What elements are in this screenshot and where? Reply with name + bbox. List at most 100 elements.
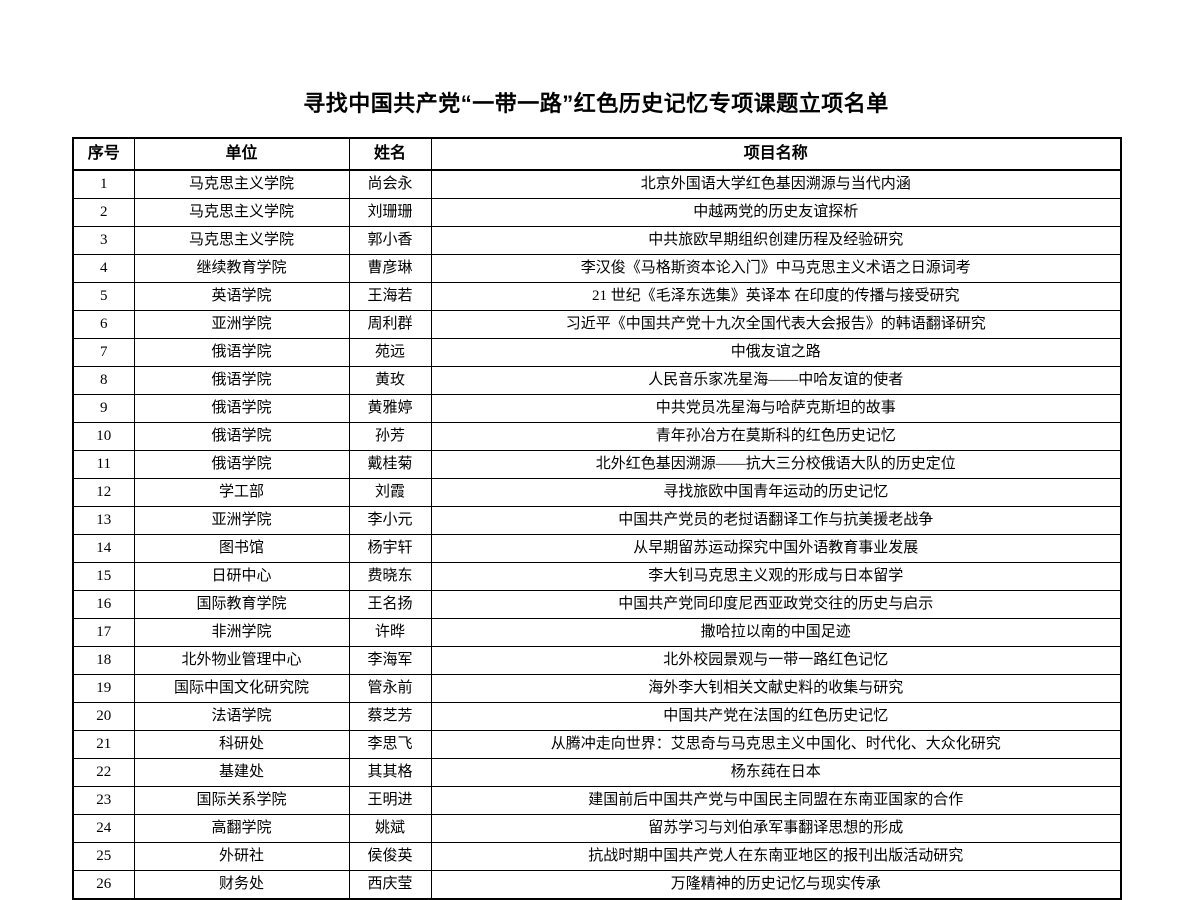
cell-project: 北京外国语大学红色基因溯源与当代内涵 xyxy=(430,169,1122,199)
table-row: 23 国际关系学院 王明进 建国前后中国共产党与中国民主同盟在东南亚国家的合作 xyxy=(72,786,1122,815)
cell-seq: 17 xyxy=(72,618,135,647)
cell-project: 习近平《中国共产党十九次全国代表大会报告》的韩语翻译研究 xyxy=(430,310,1122,339)
cell-seq: 8 xyxy=(72,366,135,395)
cell-seq: 6 xyxy=(72,310,135,339)
cell-unit: 马克思主义学院 xyxy=(133,226,350,255)
cell-seq: 22 xyxy=(72,758,135,787)
column-header-seq: 序号 xyxy=(72,137,135,171)
table-row: 10 俄语学院 孙芳 青年孙冶方在莫斯科的红色历史记忆 xyxy=(72,422,1122,451)
cell-seq: 16 xyxy=(72,590,135,619)
column-header-project: 项目名称 xyxy=(430,137,1122,171)
cell-project: 寻找旅欧中国青年运动的历史记忆 xyxy=(430,478,1122,507)
cell-project: 撒哈拉以南的中国足迹 xyxy=(430,618,1122,647)
cell-unit: 俄语学院 xyxy=(133,422,350,451)
cell-seq: 5 xyxy=(72,282,135,311)
cell-seq: 20 xyxy=(72,702,135,731)
cell-project: 中国共产党同印度尼西亚政党交往的历史与启示 xyxy=(430,590,1122,619)
cell-unit: 国际关系学院 xyxy=(133,786,350,815)
cell-project: 抗战时期中国共产党人在东南亚地区的报刊出版活动研究 xyxy=(430,842,1122,871)
cell-seq: 13 xyxy=(72,506,135,535)
cell-unit: 日研中心 xyxy=(133,562,350,591)
cell-seq: 18 xyxy=(72,646,135,675)
cell-name: 刘霞 xyxy=(348,478,432,507)
cell-unit: 马克思主义学院 xyxy=(133,198,350,227)
cell-project: 从早期留苏运动探究中国外语教育事业发展 xyxy=(430,534,1122,563)
cell-unit: 英语学院 xyxy=(133,282,350,311)
cell-unit: 法语学院 xyxy=(133,702,350,731)
cell-seq: 2 xyxy=(72,198,135,227)
cell-name: 刘珊珊 xyxy=(348,198,432,227)
cell-name: 苑远 xyxy=(348,338,432,367)
table-row: 22 基建处 其其格 杨东莼在日本 xyxy=(72,758,1122,787)
cell-unit: 学工部 xyxy=(133,478,350,507)
cell-name: 郭小香 xyxy=(348,226,432,255)
cell-name: 尚会永 xyxy=(348,169,432,199)
project-listing-table: 序号 单位 姓名 项目名称 1 马克思主义学院 尚会永 北京外国语大学红色基因溯源与当… xyxy=(72,137,1122,900)
table-row: 6 亚洲学院 周利群 习近平《中国共产党十九次全国代表大会报告》的韩语翻译研究 xyxy=(72,310,1122,339)
cell-unit: 高翻学院 xyxy=(133,814,350,843)
document-title: 寻找中国共产党“一带一路”红色历史记忆专项课题立项名单 xyxy=(303,91,889,116)
cell-name: 王海若 xyxy=(348,282,432,311)
cell-seq: 7 xyxy=(72,338,135,367)
cell-project: 中越两党的历史友谊探析 xyxy=(430,198,1122,227)
cell-project: 中共旅欧早期组织创建历程及经验研究 xyxy=(430,226,1122,255)
table-row: 15 日研中心 费晓东 李大钊马克思主义观的形成与日本留学 xyxy=(72,562,1122,591)
cell-unit: 北外物业管理中心 xyxy=(133,646,350,675)
cell-unit: 外研社 xyxy=(133,842,350,871)
table-row: 1 马克思主义学院 尚会永 北京外国语大学红色基因溯源与当代内涵 xyxy=(72,169,1122,199)
cell-seq: 14 xyxy=(72,534,135,563)
cell-seq: 3 xyxy=(72,226,135,255)
cell-unit: 国际教育学院 xyxy=(133,590,350,619)
table-body: 1 马克思主义学院 尚会永 北京外国语大学红色基因溯源与当代内涵 2 马克思主义学院 刘珊珊… xyxy=(72,169,1122,900)
cell-unit: 图书馆 xyxy=(133,534,350,563)
cell-unit: 基建处 xyxy=(133,758,350,787)
cell-unit: 马克思主义学院 xyxy=(133,169,350,199)
cell-seq: 1 xyxy=(72,169,135,199)
cell-seq: 12 xyxy=(72,478,135,507)
cell-project: 中国共产党员的老挝语翻译工作与抗美援老战争 xyxy=(430,506,1122,535)
cell-name: 蔡芝芳 xyxy=(348,702,432,731)
cell-name: 杨宇轩 xyxy=(348,534,432,563)
cell-project: 中俄友谊之路 xyxy=(430,338,1122,367)
cell-seq: 19 xyxy=(72,674,135,703)
cell-name: 周利群 xyxy=(348,310,432,339)
cell-project: 海外李大钊相关文献史料的收集与研究 xyxy=(430,674,1122,703)
project-listing-table-container: 序号 单位 姓名 项目名称 1 马克思主义学院 尚会永 北京外国语大学红色基因溯源与当… xyxy=(72,137,1122,900)
cell-name: 戴桂菊 xyxy=(348,450,432,479)
cell-project: 从腾冲走向世界：艾思奇与马克思主义中国化、时代化、大众化研究 xyxy=(430,730,1122,759)
table-row: 17 非洲学院 许晔 撒哈拉以南的中国足迹 xyxy=(72,618,1122,647)
table-row: 3 马克思主义学院 郭小香 中共旅欧早期组织创建历程及经验研究 xyxy=(72,226,1122,255)
table-row: 9 俄语学院 黄雅婷 中共党员冼星海与哈萨克斯坦的故事 xyxy=(72,394,1122,423)
cell-project: 李汉俊《马格斯资本论入门》中马克思主义术语之日源词考 xyxy=(430,254,1122,283)
table-row: 18 北外物业管理中心 李海军 北外校园景观与一带一路红色记忆 xyxy=(72,646,1122,675)
cell-project: 建国前后中国共产党与中国民主同盟在东南亚国家的合作 xyxy=(430,786,1122,815)
cell-project: 青年孙冶方在莫斯科的红色历史记忆 xyxy=(430,422,1122,451)
table-row: 21 科研处 李思飞 从腾冲走向世界：艾思奇与马克思主义中国化、时代化、大众化研究 xyxy=(72,730,1122,759)
cell-name: 姚斌 xyxy=(348,814,432,843)
table-row: 7 俄语学院 苑远 中俄友谊之路 xyxy=(72,338,1122,367)
cell-unit: 继续教育学院 xyxy=(133,254,350,283)
table-row: 12 学工部 刘霞 寻找旅欧中国青年运动的历史记忆 xyxy=(72,478,1122,507)
table-row: 20 法语学院 蔡芝芳 中国共产党在法国的红色历史记忆 xyxy=(72,702,1122,731)
cell-name: 西庆莹 xyxy=(348,870,432,900)
cell-project: 留苏学习与刘伯承军事翻译思想的形成 xyxy=(430,814,1122,843)
cell-project: 北外红色基因溯源——抗大三分校俄语大队的历史定位 xyxy=(430,450,1122,479)
cell-seq: 25 xyxy=(72,842,135,871)
cell-unit: 俄语学院 xyxy=(133,338,350,367)
table-row: 16 国际教育学院 王名扬 中国共产党同印度尼西亚政党交往的历史与启示 xyxy=(72,590,1122,619)
table-row: 25 外研社 侯俊英 抗战时期中国共产党人在东南亚地区的报刊出版活动研究 xyxy=(72,842,1122,871)
table-row: 19 国际中国文化研究院 管永前 海外李大钊相关文献史料的收集与研究 xyxy=(72,674,1122,703)
cell-project: 北外校园景观与一带一路红色记忆 xyxy=(430,646,1122,675)
table-row: 11 俄语学院 戴桂菊 北外红色基因溯源——抗大三分校俄语大队的历史定位 xyxy=(72,450,1122,479)
table-row: 13 亚洲学院 李小元 中国共产党员的老挝语翻译工作与抗美援老战争 xyxy=(72,506,1122,535)
document-page: 寻找中国共产党“一带一路”红色历史记忆专项课题立项名单 序号 单位 姓名 项目名… xyxy=(72,91,1122,900)
cell-seq: 4 xyxy=(72,254,135,283)
column-header-unit: 单位 xyxy=(133,137,350,171)
table-row: 24 高翻学院 姚斌 留苏学习与刘伯承军事翻译思想的形成 xyxy=(72,814,1122,843)
cell-name: 李小元 xyxy=(348,506,432,535)
cell-project: 中共党员冼星海与哈萨克斯坦的故事 xyxy=(430,394,1122,423)
cell-name: 孙芳 xyxy=(348,422,432,451)
cell-seq: 24 xyxy=(72,814,135,843)
table-row: 14 图书馆 杨宇轩 从早期留苏运动探究中国外语教育事业发展 xyxy=(72,534,1122,563)
table-header: 序号 单位 姓名 项目名称 xyxy=(72,137,1122,171)
